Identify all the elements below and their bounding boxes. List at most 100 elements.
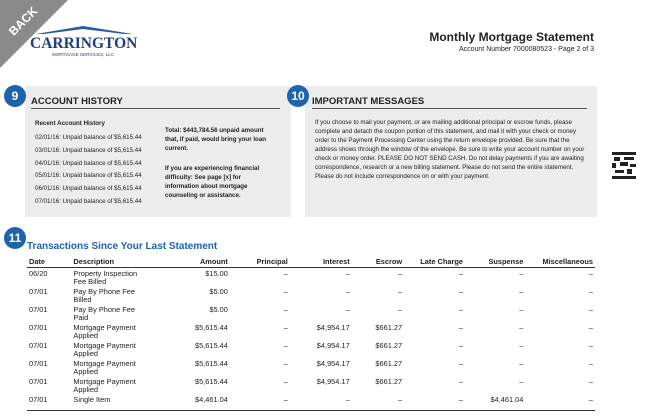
transactions-heading: Transactions Since Your Last Statement: [27, 241, 218, 252]
cell: –: [519, 377, 524, 386]
cell: –: [283, 341, 288, 350]
history-list: 02/01/16: Unpaid balance of $5,615.44 03/…: [35, 132, 142, 209]
cell: 07/01: [29, 323, 48, 332]
cell: –: [345, 269, 350, 278]
column-header: Escrow: [351, 256, 405, 268]
section-heading: ACCOUNT HISTORY: [31, 96, 280, 109]
cell: 07/01: [29, 359, 48, 368]
column-header: Miscellaneous: [525, 256, 595, 268]
cell: –: [458, 323, 463, 332]
cell: –: [588, 377, 593, 386]
transaction-row: 07/01 Mortgage Payment Applied $5,615.44 – $…: [27, 322, 595, 340]
history-entry: 04/01/16: Unpaid balance of $5,615.44: [35, 159, 142, 167]
cell: 06/20: [29, 269, 48, 278]
cell: –: [525, 394, 595, 411]
section-badge: 9: [4, 85, 26, 107]
corner-ribbon[interactable]: BACK: [0, 0, 80, 80]
logo-name: CARRINGTON: [30, 35, 137, 52]
cell: $5,615.44: [194, 323, 228, 332]
transaction-row: 07/01 Mortgage Payment Applied $5,615.44 – $…: [27, 376, 595, 394]
cell: –: [519, 341, 524, 350]
cell: –: [283, 377, 288, 386]
transaction-row: 07/01 Pay By Phone Fee Paid $5.00 – – – – – –: [27, 304, 595, 322]
column-header: Late Charge: [404, 256, 465, 268]
cell: –: [283, 359, 288, 368]
difficulty-text: If you are experiencing financial diffic…: [165, 165, 260, 199]
section-heading: IMPORTANT MESSAGES: [312, 96, 587, 109]
history-entry: 06/01/16: Unpaid balance of $5,615.44: [35, 185, 142, 193]
cell: $4,954.17: [316, 341, 350, 350]
cell: Pay By Phone Fee Billed: [73, 287, 136, 304]
cell: –: [458, 269, 463, 278]
total-text: Total: $443,784.56 unpaid amount that, i…: [165, 127, 267, 152]
cell: –: [283, 323, 288, 332]
cell: –: [458, 305, 463, 314]
cell: –: [588, 287, 593, 296]
cell: 07/01: [29, 305, 48, 314]
cell: –: [588, 269, 593, 278]
cell: $5.00: [209, 305, 228, 314]
cell: $4,461.04: [464, 394, 526, 411]
cell: –: [588, 323, 593, 332]
cell: –: [345, 305, 350, 314]
logo-tagline: MORTGAGE SERVICES, LLC: [52, 52, 115, 57]
column-header: Date: [27, 256, 72, 268]
cell: –: [458, 287, 463, 296]
cell: –: [397, 305, 403, 314]
cell: 07/01: [29, 341, 48, 350]
cell: $661.27: [375, 341, 403, 350]
cell: $5.00: [209, 287, 228, 296]
cell: $4,954.17: [316, 323, 350, 332]
cell: –: [229, 394, 290, 411]
transaction-row: 07/01 Single Item $4,461.04– – – – $4,461.04–: [27, 394, 595, 411]
cell: –: [283, 305, 288, 314]
cell: $661.27: [375, 359, 403, 368]
cell: –: [588, 359, 593, 368]
column-header: Interest: [289, 256, 352, 268]
cell: Pay By Phone Fee Paid: [73, 305, 136, 322]
cell: –: [519, 305, 524, 314]
cell: –: [458, 359, 463, 368]
statement-title: Monthly Mortgage Statement: [429, 30, 594, 44]
cell: –: [519, 323, 524, 332]
cell: Mortgage Payment Applied: [73, 341, 136, 358]
section-badge: 10: [287, 85, 309, 107]
history-entry: 05/01/16: Unpaid balance of $5,615.44: [35, 172, 142, 180]
account-history-box: [25, 86, 291, 217]
cell: $4,461.04: [176, 394, 230, 411]
cell: $4,954.17: [316, 359, 350, 368]
section-badge: 11: [4, 227, 26, 249]
cell: $661.27: [375, 377, 403, 386]
cell: $5,615.44: [194, 341, 228, 350]
account-number: Account Number 7000080523 - Page 2 of 3: [458, 46, 594, 53]
transactions-table: Date Description Amount Principal Interest Es…: [27, 256, 595, 411]
cell: –: [283, 287, 288, 296]
cell: –: [588, 341, 593, 350]
messages-box: [305, 86, 597, 217]
cell: –: [283, 269, 288, 278]
logo: CARRINGTON MORTGAGE SERVICES, LLC: [30, 26, 137, 57]
cell: 07/01: [27, 394, 72, 411]
cell: Mortgage Payment Applied: [73, 323, 136, 340]
header-row: Date Description Amount Principal Interest Es…: [27, 256, 595, 268]
cell: $15.00: [205, 269, 228, 278]
column-header: Description: [71, 256, 177, 268]
column-header: Principal: [229, 256, 290, 268]
cell: 07/01: [29, 287, 48, 296]
cell: –: [519, 359, 524, 368]
history-entry: 03/01/16: Unpaid balance of $5,615.44: [35, 146, 142, 154]
cell: $5,615.44: [194, 359, 228, 368]
column-header: Suspense: [464, 256, 526, 268]
cell: $4,954.17: [316, 377, 350, 386]
transaction-row: 07/01 Pay By Phone Fee Billed $5.00 – – – – – –: [27, 286, 595, 304]
transaction-row: 07/01 Mortgage Payment Applied $5,615.44 – $…: [27, 340, 595, 358]
cell: –: [289, 394, 352, 411]
cell: –: [397, 287, 403, 296]
cell: $661.27: [375, 323, 403, 332]
barcode: [612, 152, 636, 179]
cell: Property Inspection Fee Billed: [73, 269, 138, 286]
messages-text: If you choose to mail your payment, or a…: [315, 119, 585, 180]
cell: –: [519, 269, 524, 278]
cell: –: [404, 394, 465, 411]
transaction-row: 06/20 Property Inspection Fee Billed $15.0…: [27, 268, 595, 287]
